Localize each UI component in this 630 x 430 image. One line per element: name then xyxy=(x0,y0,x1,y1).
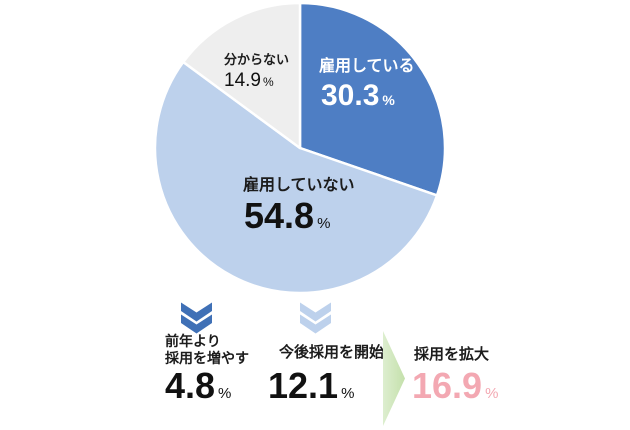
slice-value-not-employing: 54.8% xyxy=(244,197,330,235)
slice-label-not-employing: 雇用していない xyxy=(243,177,355,196)
breakdown-item-increase-value: 4.8% xyxy=(165,367,231,405)
right-arrow-icon xyxy=(383,331,405,426)
slice-label-unknown-text: 分からない xyxy=(224,52,290,67)
slice-label-employing-text: 雇用している xyxy=(319,58,415,75)
slice-value-employing-number: 30.3 xyxy=(321,79,380,112)
slice-label-unknown: 分からない xyxy=(224,52,289,67)
slice-value-unknown: 14.9% xyxy=(224,71,274,91)
result-number: 16.9 xyxy=(412,365,483,406)
slice-value-unknown-number: 14.9 xyxy=(224,70,261,91)
slice-value-not-employing-number: 54.8 xyxy=(244,195,315,236)
chevron-down-dark-icon xyxy=(181,302,212,334)
slice-label-not-employing-text: 雇用していない xyxy=(243,177,355,194)
chevron-down-light-icon xyxy=(300,302,331,334)
slice-value-employing: 30.3% xyxy=(321,80,395,112)
result-value: 16.9% xyxy=(412,367,498,405)
slice-value-not-employing-unit: % xyxy=(317,215,331,232)
slice-value-unknown-unit: % xyxy=(262,75,274,89)
breakdown-item-increase-number: 4.8 xyxy=(165,365,216,406)
breakdown-item-start: 今後採用を開始 xyxy=(279,344,384,362)
result-label: 採用を拡大 xyxy=(414,346,489,364)
pie-slice-2 xyxy=(181,1,302,150)
breakdown-item-start-unit: % xyxy=(341,385,355,402)
breakdown-item-start-label: 今後採用を開始 xyxy=(279,344,385,361)
breakdown-item-start-value: 12.1% xyxy=(268,367,354,405)
breakdown-item-increase-label-line2: 採用を増やす xyxy=(165,349,249,366)
slice-label-employing: 雇用している xyxy=(319,58,415,77)
pie-chart xyxy=(153,1,447,295)
breakdown-item-increase: 前年より 採用を増やす xyxy=(165,333,249,366)
slice-value-employing-unit: % xyxy=(382,92,395,108)
breakdown-item-start-number: 12.1 xyxy=(268,365,339,406)
pie-slice-1 xyxy=(153,60,439,295)
breakdown-item-increase-unit: % xyxy=(218,385,232,402)
result-label-text: 採用を拡大 xyxy=(414,346,490,363)
pie-slice-0 xyxy=(298,1,447,197)
result-unit: % xyxy=(485,385,499,402)
breakdown-item-increase-label-line1: 前年より xyxy=(165,333,221,349)
